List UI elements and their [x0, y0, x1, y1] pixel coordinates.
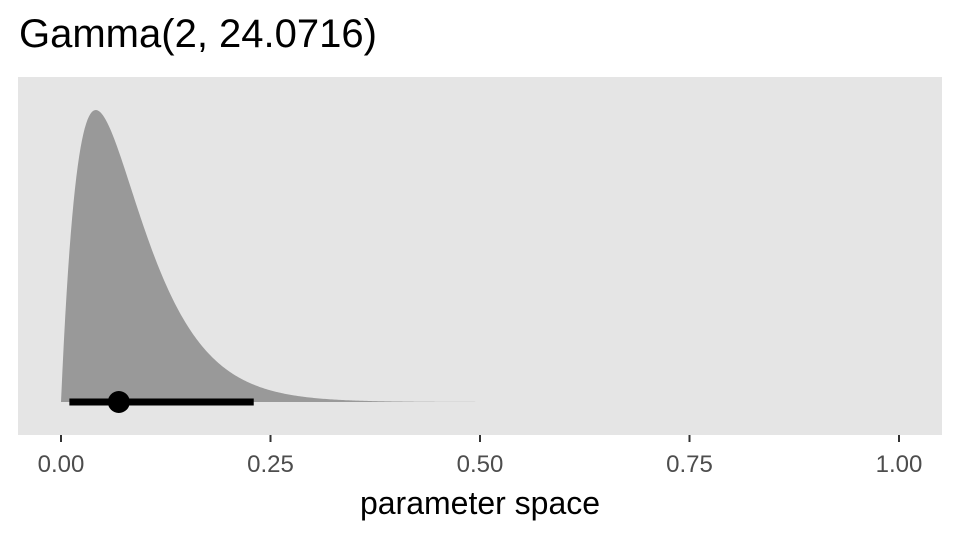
x-tick-label: 0.00: [38, 451, 85, 478]
x-axis-title: parameter space: [360, 485, 600, 521]
x-tick-label: 1.00: [876, 451, 923, 478]
x-axis: 0.00 0.25 0.50 0.75 1.00: [38, 435, 923, 478]
x-tick-label: 0.75: [666, 451, 713, 478]
x-tick-label: 0.25: [247, 451, 294, 478]
chart-title: Gamma(2, 24.0716): [19, 12, 377, 56]
point-estimate: [107, 391, 130, 413]
density-area: [61, 110, 480, 402]
x-tick-label: 0.50: [457, 451, 504, 478]
